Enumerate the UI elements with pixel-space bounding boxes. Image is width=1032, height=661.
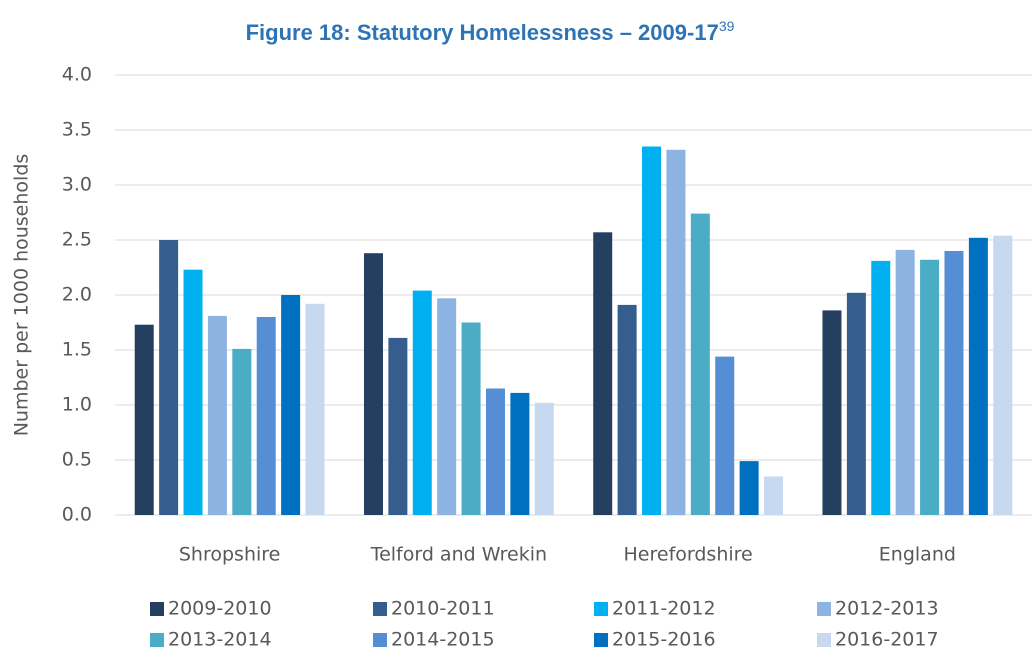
bar	[968, 237, 988, 516]
bar	[232, 348, 252, 515]
legend-label: 2011-2012	[612, 598, 716, 620]
bar	[764, 476, 784, 515]
legend-swatch	[150, 602, 164, 616]
bar	[159, 240, 179, 515]
x-tick-label: Herefordshire	[624, 544, 753, 566]
legend-swatch	[817, 633, 831, 647]
legend-label: 2012-2013	[835, 598, 939, 620]
bar	[617, 304, 637, 515]
bar	[510, 392, 530, 515]
legend-label: 2015-2016	[612, 629, 716, 651]
y-tick-label: 0.5	[62, 449, 92, 471]
bar	[739, 461, 759, 515]
legend-label: 2013-2014	[168, 629, 272, 651]
y-tick-label: 1.5	[62, 339, 92, 361]
x-tick-label: England	[879, 544, 956, 566]
legend-swatch	[594, 602, 608, 616]
bar	[134, 324, 154, 515]
y-tick-label: 2.5	[62, 229, 92, 251]
chart-title: Figure 18: Statutory Homelessness – 2009…	[246, 18, 735, 45]
bar	[642, 146, 662, 515]
bar	[281, 295, 301, 515]
x-tick-label: Shropshire	[179, 544, 281, 566]
bar	[183, 269, 203, 515]
bar	[920, 259, 940, 515]
y-axis-label: Number per 1000 households	[11, 154, 33, 437]
legend-label: 2014-2015	[391, 629, 495, 651]
bar	[363, 253, 383, 515]
legend-label: 2016-2017	[835, 629, 939, 651]
bar	[690, 213, 710, 515]
y-tick-label: 1.0	[62, 394, 92, 416]
bar	[412, 290, 432, 515]
legend-swatch	[817, 602, 831, 616]
bar	[534, 402, 554, 515]
bar	[993, 235, 1013, 515]
title-superscript: 39	[719, 18, 735, 34]
bar	[944, 251, 964, 515]
x-tick-label: Telford and Wrekin	[370, 544, 547, 566]
y-tick-label: 0.0	[62, 504, 92, 526]
legend-swatch	[594, 633, 608, 647]
legend-label: 2009-2010	[168, 598, 272, 620]
legend-swatch	[150, 633, 164, 647]
bar	[593, 232, 613, 516]
bar	[822, 310, 842, 515]
y-tick-label: 3.5	[62, 119, 92, 141]
bar	[715, 356, 735, 515]
bar	[207, 315, 227, 515]
bar	[437, 298, 457, 515]
y-tick-label: 2.0	[62, 284, 92, 306]
bar	[666, 149, 686, 516]
bar	[871, 260, 891, 515]
bar	[485, 388, 505, 515]
y-tick-label: 3.0	[62, 174, 92, 196]
title-text: Figure 18: Statutory Homelessness – 2009…	[246, 20, 719, 45]
legend-swatch	[373, 633, 387, 647]
y-tick-label: 4.0	[62, 64, 92, 86]
bar	[846, 292, 866, 515]
legend-label: 2010-2011	[391, 598, 495, 620]
bar	[305, 303, 325, 515]
bar	[461, 322, 481, 515]
bar	[256, 317, 276, 515]
legend-swatch	[373, 602, 387, 616]
bar	[895, 249, 915, 515]
bar	[388, 337, 408, 515]
